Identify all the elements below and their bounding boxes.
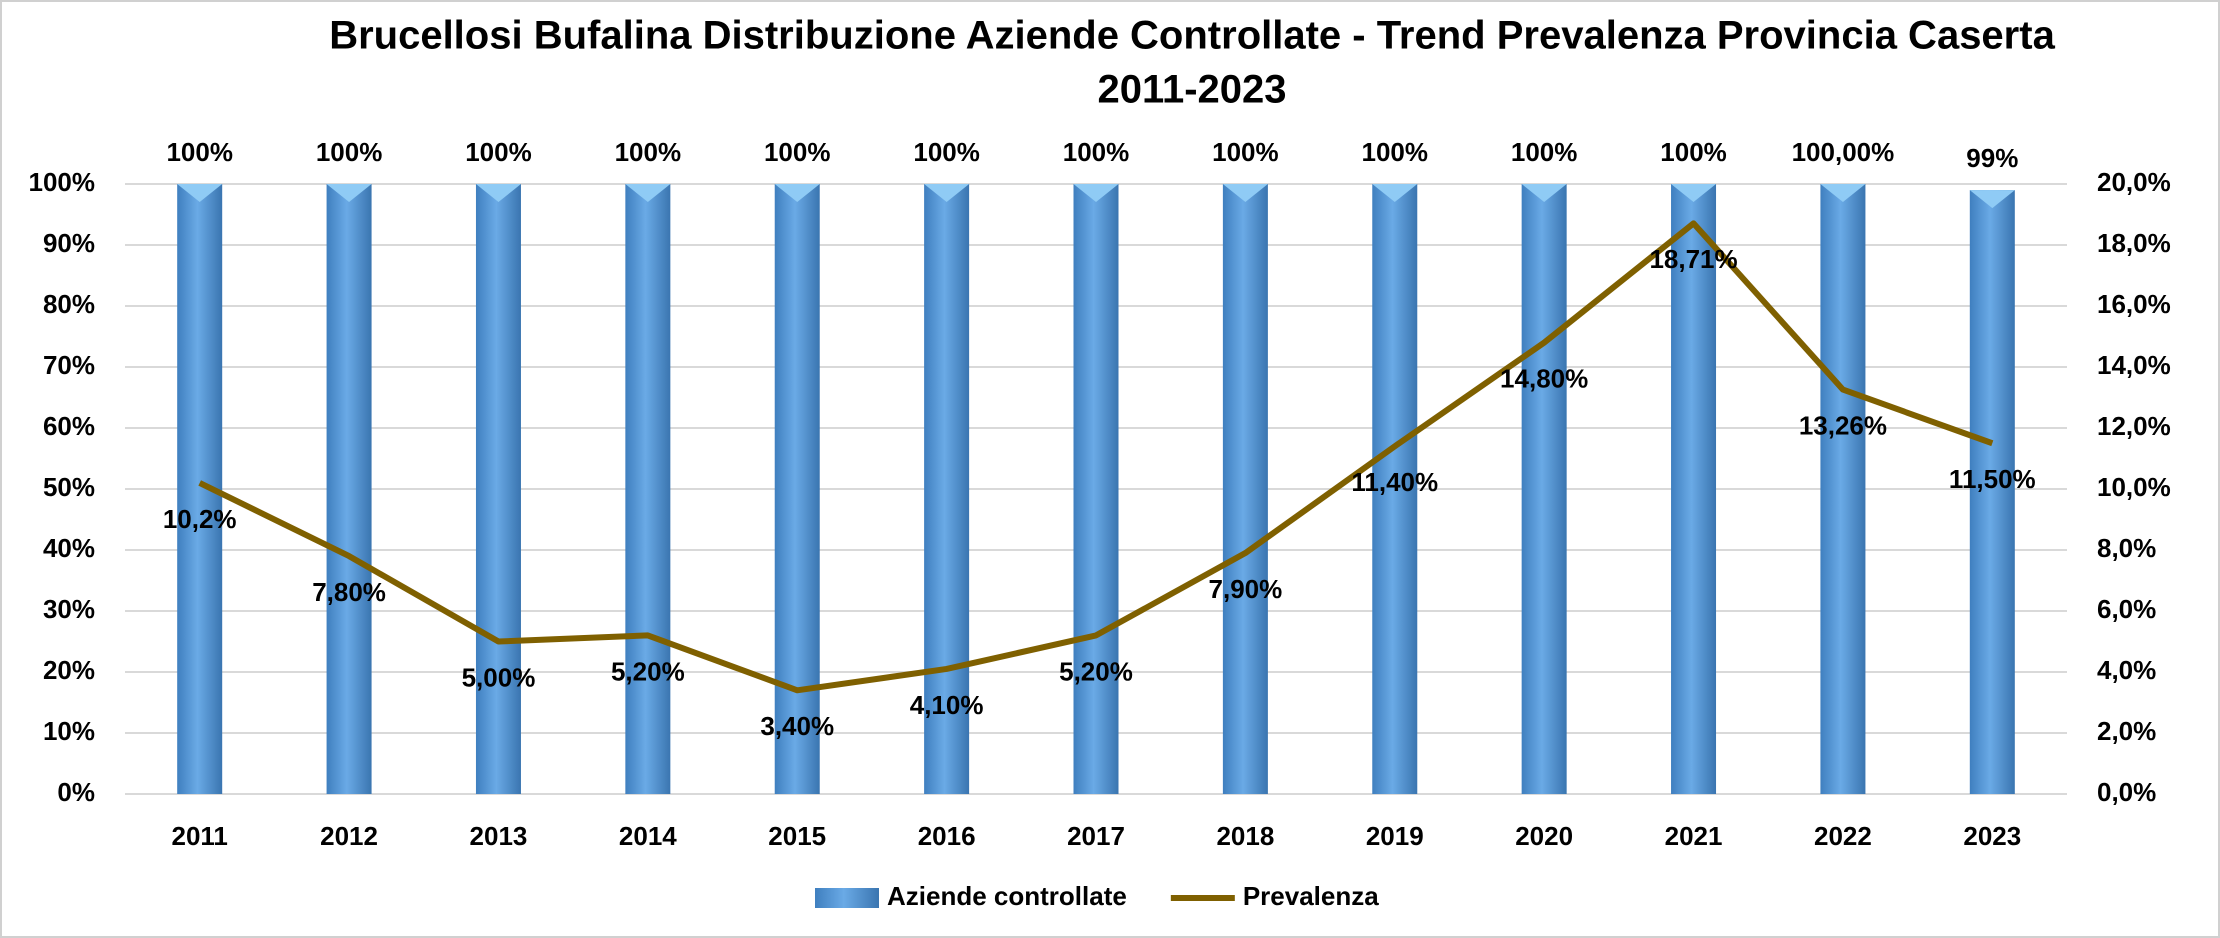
x-tick-label: 2011 xyxy=(171,821,227,851)
y2-tick-label: 8,0% xyxy=(2097,533,2156,563)
bar-cap xyxy=(774,184,820,202)
line-value-label: 11,50% xyxy=(1949,464,2036,494)
bar-cap xyxy=(1521,184,1567,202)
bar-cap xyxy=(1820,184,1866,202)
bar-cap xyxy=(1969,190,2015,209)
bar-value-label: 100% xyxy=(316,137,383,167)
y2-tick-label: 6,0% xyxy=(2097,594,2156,624)
y-tick-label: 40% xyxy=(43,533,95,563)
y-tick-label: 0% xyxy=(57,777,95,807)
bar xyxy=(774,184,820,794)
bar-cap xyxy=(1372,184,1418,202)
bar-value-label: 100,00% xyxy=(1792,137,1895,167)
x-tick-label: 2012 xyxy=(320,821,378,851)
x-tick-label: 2016 xyxy=(918,821,976,851)
y2-tick-label: 20,0% xyxy=(2097,167,2171,197)
bar xyxy=(1073,184,1119,794)
y-tick-label: 90% xyxy=(43,228,95,258)
bar-cap xyxy=(924,184,970,202)
x-tick-label: 2018 xyxy=(1216,821,1274,851)
y-tick-label: 50% xyxy=(43,472,95,502)
bar-value-label: 100% xyxy=(1660,137,1727,167)
line-value-label: 5,20% xyxy=(611,656,685,686)
bar-value-label: 99% xyxy=(1966,143,2018,173)
y2-tick-label: 16,0% xyxy=(2097,289,2171,319)
x-tick-label: 2019 xyxy=(1366,821,1424,851)
chart-subtitle: 2011-2023 xyxy=(1097,68,1286,112)
y2-tick-label: 10,0% xyxy=(2097,472,2171,502)
line-value-label: 14,80% xyxy=(1500,363,1588,393)
y-tick-label: 100% xyxy=(29,167,96,197)
bar-cap xyxy=(1222,184,1268,202)
bar xyxy=(924,184,970,794)
y2-tick-label: 14,0% xyxy=(2097,350,2171,380)
y2-tick-label: 18,0% xyxy=(2097,228,2171,258)
bar-value-label: 100% xyxy=(166,137,233,167)
bar xyxy=(1521,184,1567,794)
chart-title: Brucellosi Bufalina Distribuzione Aziend… xyxy=(329,14,2055,58)
bar-value-label: 100% xyxy=(615,137,682,167)
bar xyxy=(625,184,671,794)
y-tick-label: 10% xyxy=(43,716,95,746)
bar-cap xyxy=(475,184,521,202)
line-value-label: 18,71% xyxy=(1649,244,1737,274)
y2-tick-label: 12,0% xyxy=(2097,411,2171,441)
line xyxy=(198,220,1994,694)
bar xyxy=(1222,184,1268,794)
legend-label: Aziende controllate xyxy=(887,881,1127,911)
y2-tick-label: 2,0% xyxy=(2097,716,2156,746)
bar xyxy=(1969,190,2015,795)
line-value-label: 7,90% xyxy=(1209,574,1283,604)
y2-tick-label: 0,0% xyxy=(2097,777,2156,807)
bar-value-label: 100% xyxy=(1362,137,1429,167)
line-value-label: 7,80% xyxy=(312,577,386,607)
y-tick-label: 70% xyxy=(43,350,95,380)
bar-value-label: 100% xyxy=(913,137,980,167)
x-tick-label: 2021 xyxy=(1665,821,1723,851)
legend-swatch xyxy=(815,888,879,908)
x-tick-label: 2013 xyxy=(470,821,528,851)
line-value-label: 10,2% xyxy=(163,504,237,534)
x-tick-label: 2022 xyxy=(1814,821,1872,851)
bar-cap xyxy=(326,184,372,202)
y2-tick-label: 4,0% xyxy=(2097,655,2156,685)
bar-value-label: 100% xyxy=(1063,137,1130,167)
bar-value-label: 100% xyxy=(1212,137,1279,167)
bar-cap xyxy=(1073,184,1119,202)
bar xyxy=(1671,184,1717,794)
bar-value-label: 100% xyxy=(465,137,532,167)
line-value-label: 5,20% xyxy=(1059,656,1133,686)
line-value-label: 3,40% xyxy=(760,711,834,741)
line-value-label: 5,00% xyxy=(462,662,536,692)
line-value-label: 4,10% xyxy=(910,690,984,720)
line-value-label: 13,26% xyxy=(1799,410,1887,440)
y-tick-label: 30% xyxy=(43,594,95,624)
bar xyxy=(1820,184,1866,794)
y-tick-label: 60% xyxy=(43,411,95,441)
bar xyxy=(1372,184,1418,794)
bar-value-label: 100% xyxy=(1511,137,1578,167)
x-tick-label: 2017 xyxy=(1067,821,1125,851)
x-tick-label: 2023 xyxy=(1963,821,2021,851)
bar-cap xyxy=(177,184,223,202)
x-tick-label: 2014 xyxy=(619,821,677,851)
line-value-label: 11,40% xyxy=(1351,467,1438,497)
bar-value-label: 100% xyxy=(764,137,831,167)
bar xyxy=(326,184,372,794)
bar xyxy=(475,184,521,794)
x-tick-label: 2015 xyxy=(768,821,826,851)
bar-cap xyxy=(625,184,671,202)
legend-label: Prevalenza xyxy=(1243,881,1379,911)
bar-cap xyxy=(1671,184,1717,202)
y-tick-label: 80% xyxy=(43,289,95,319)
y-tick-label: 20% xyxy=(43,655,95,685)
x-tick-label: 2020 xyxy=(1515,821,1573,851)
